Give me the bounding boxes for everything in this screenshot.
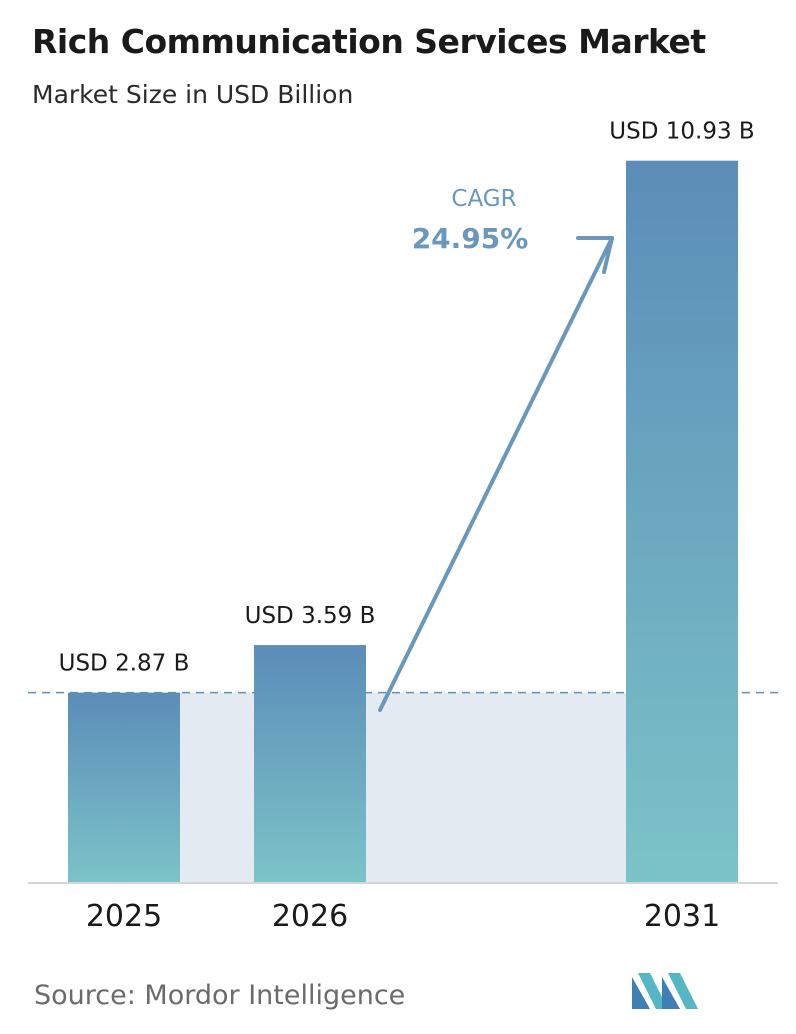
value-label-2031: USD 10.93 B xyxy=(609,119,754,145)
category-label-2026: 2026 xyxy=(272,899,348,934)
value-label-2026: USD 3.59 B xyxy=(245,603,376,629)
bar-2025 xyxy=(68,692,180,882)
cagr-value: 24.95% xyxy=(412,222,529,255)
value-label-2025: USD 2.87 B xyxy=(59,651,190,677)
cagr-arrow-shaft xyxy=(378,236,614,712)
chart-subtitle: Market Size in USD Billion xyxy=(32,80,354,109)
bar-2026 xyxy=(254,645,366,882)
band-1 xyxy=(366,692,626,882)
mordor-intelligence-logo xyxy=(632,973,698,1009)
cagr-label: CAGR xyxy=(451,186,516,212)
source-text: Source: Mordor Intelligence xyxy=(34,980,406,1011)
category-label-2025: 2025 xyxy=(86,899,162,934)
chart-title: Rich Communication Services Market xyxy=(32,22,706,61)
cagr-arrow-head xyxy=(576,236,614,274)
bar-2031 xyxy=(626,160,738,883)
cagr-arrow xyxy=(378,236,614,712)
band-0 xyxy=(180,692,254,882)
category-label-2031: 2031 xyxy=(644,899,720,934)
